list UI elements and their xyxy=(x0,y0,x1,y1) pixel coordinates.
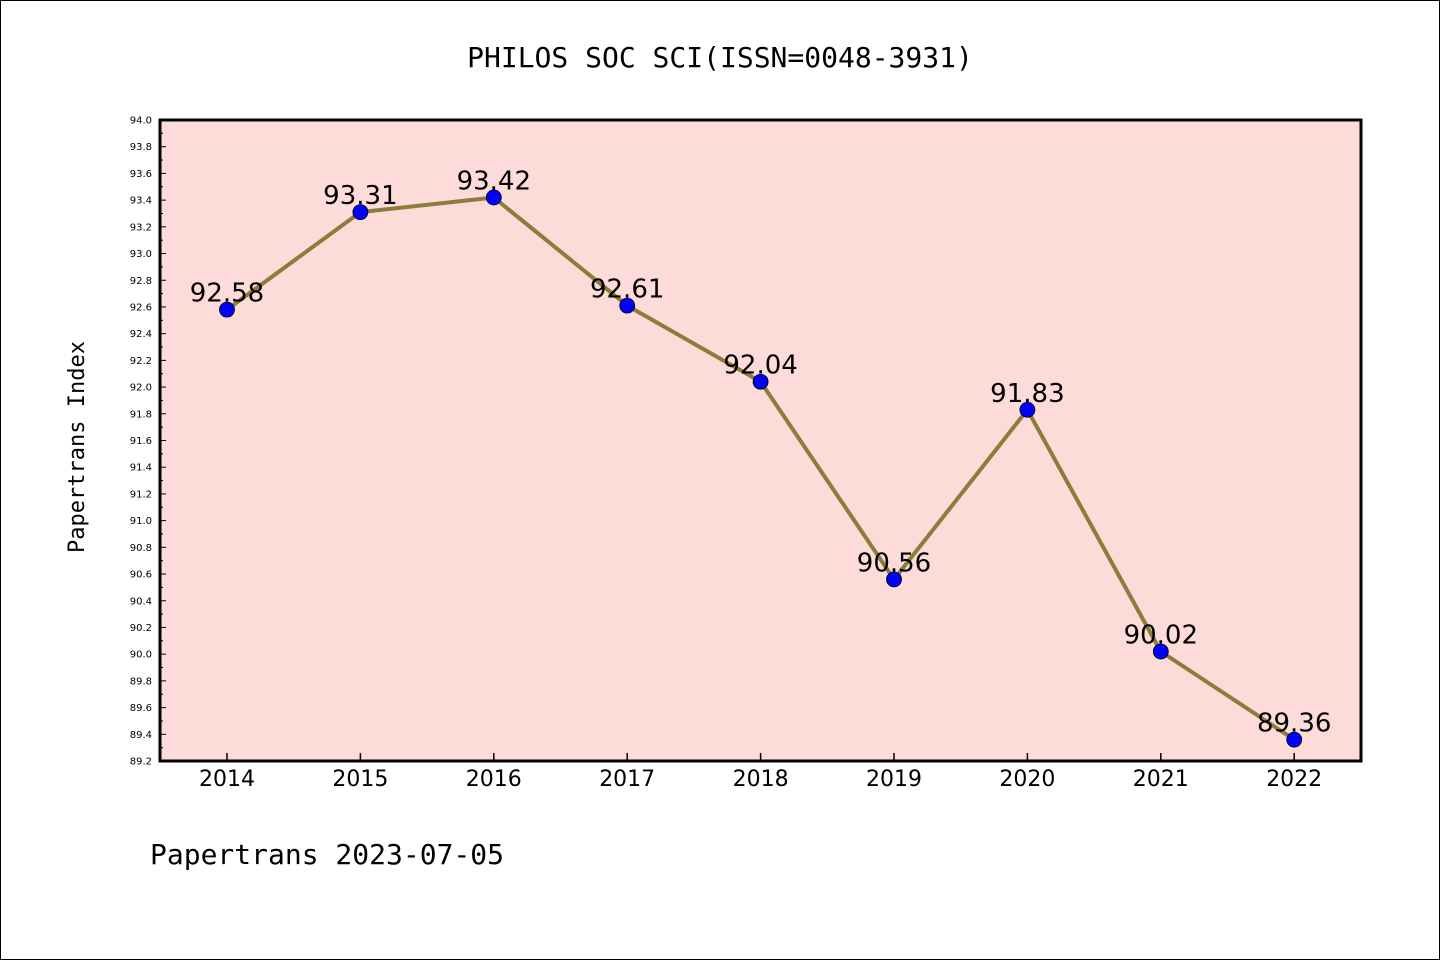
y-tick-label: 92.0 xyxy=(130,383,152,394)
x-tick-label: 2014 xyxy=(199,767,255,792)
y-tick-label: 92.6 xyxy=(130,302,152,313)
data-point xyxy=(1286,731,1303,748)
plot-border xyxy=(158,118,1363,763)
data-point xyxy=(886,571,902,588)
data-label: 93.42 xyxy=(457,166,531,196)
y-tick-label: 89.4 xyxy=(130,730,152,741)
data-point xyxy=(352,204,369,221)
data-point xyxy=(619,297,636,314)
y-tick-label: 93.6 xyxy=(130,169,152,180)
data-point xyxy=(1019,401,1036,418)
x-tick-label: 2015 xyxy=(332,767,388,792)
footer-text: Papertrans 2023-07-05 xyxy=(150,838,504,871)
x-tick-label: 2019 xyxy=(866,767,922,792)
y-tick-label: 89.8 xyxy=(130,676,152,687)
data-label: 92.61 xyxy=(590,275,664,305)
data-label: 92.04 xyxy=(723,351,797,381)
y-tick-label: 91.8 xyxy=(130,409,152,420)
y-axis-label: Papertrans Index xyxy=(65,341,90,553)
y-tick-label: 93.0 xyxy=(130,249,152,260)
y-tick-label: 92.4 xyxy=(130,329,152,340)
y-tick-label: 91.6 xyxy=(130,436,152,447)
x-tick-label: 2017 xyxy=(599,767,655,792)
x-tick-label: 2016 xyxy=(466,767,522,792)
x-tick-label: 2021 xyxy=(1133,767,1189,792)
y-axis: 89.2 89.4 89.6 89.8 90.0 90.2 90.4 90.6 90.8 91.0… xyxy=(130,116,166,768)
y-tick-label: 91.4 xyxy=(130,463,152,474)
y-tick-label: 93.2 xyxy=(130,222,152,233)
data-markers xyxy=(219,189,1303,748)
data-point xyxy=(485,189,502,206)
y-tick-label: 92.2 xyxy=(130,356,152,367)
y-tick-label: 90.4 xyxy=(130,596,152,607)
y-tick-label: 90.8 xyxy=(130,543,152,554)
y-tick-label: 90.2 xyxy=(130,623,152,634)
data-label: 93.31 xyxy=(323,181,397,211)
y-tick-label: 94.0 xyxy=(130,116,152,127)
y-tick-label: 93.8 xyxy=(130,142,152,153)
y-tick-label: 91.2 xyxy=(130,489,152,500)
y-tick-label: 92.8 xyxy=(130,276,152,287)
x-tick-label: 2022 xyxy=(1266,767,1322,792)
x-tick-label: 2018 xyxy=(733,767,789,792)
y-tick-label: 90.0 xyxy=(130,650,152,661)
data-point xyxy=(219,301,235,318)
x-axis: 2014 2015 2016 2017 2018 2019 2020 2021 2022 xyxy=(199,753,1322,792)
x-tick-label: 2020 xyxy=(999,767,1055,792)
data-label: 89.36 xyxy=(1257,709,1331,739)
data-label: 92.58 xyxy=(190,279,264,309)
data-label: 90.56 xyxy=(857,548,931,578)
y-tick-label: 89.6 xyxy=(130,703,152,714)
data-point xyxy=(752,373,769,390)
data-label: 91.83 xyxy=(990,379,1064,409)
data-point xyxy=(1152,643,1169,660)
y-tick-label: 89.2 xyxy=(130,757,152,768)
y-tick-label: 93.4 xyxy=(130,196,152,207)
data-labels: 92.58 93.31 93.42 92.61 92.04 90.56 91.83 90.02… xyxy=(190,166,1332,738)
chart-title: PHILOS SOC SCI(ISSN=0048-3931) xyxy=(467,41,973,74)
data-label: 90.02 xyxy=(1124,620,1198,650)
y-tick-label: 90.6 xyxy=(130,570,152,581)
y-tick-label: 91.0 xyxy=(130,516,152,527)
